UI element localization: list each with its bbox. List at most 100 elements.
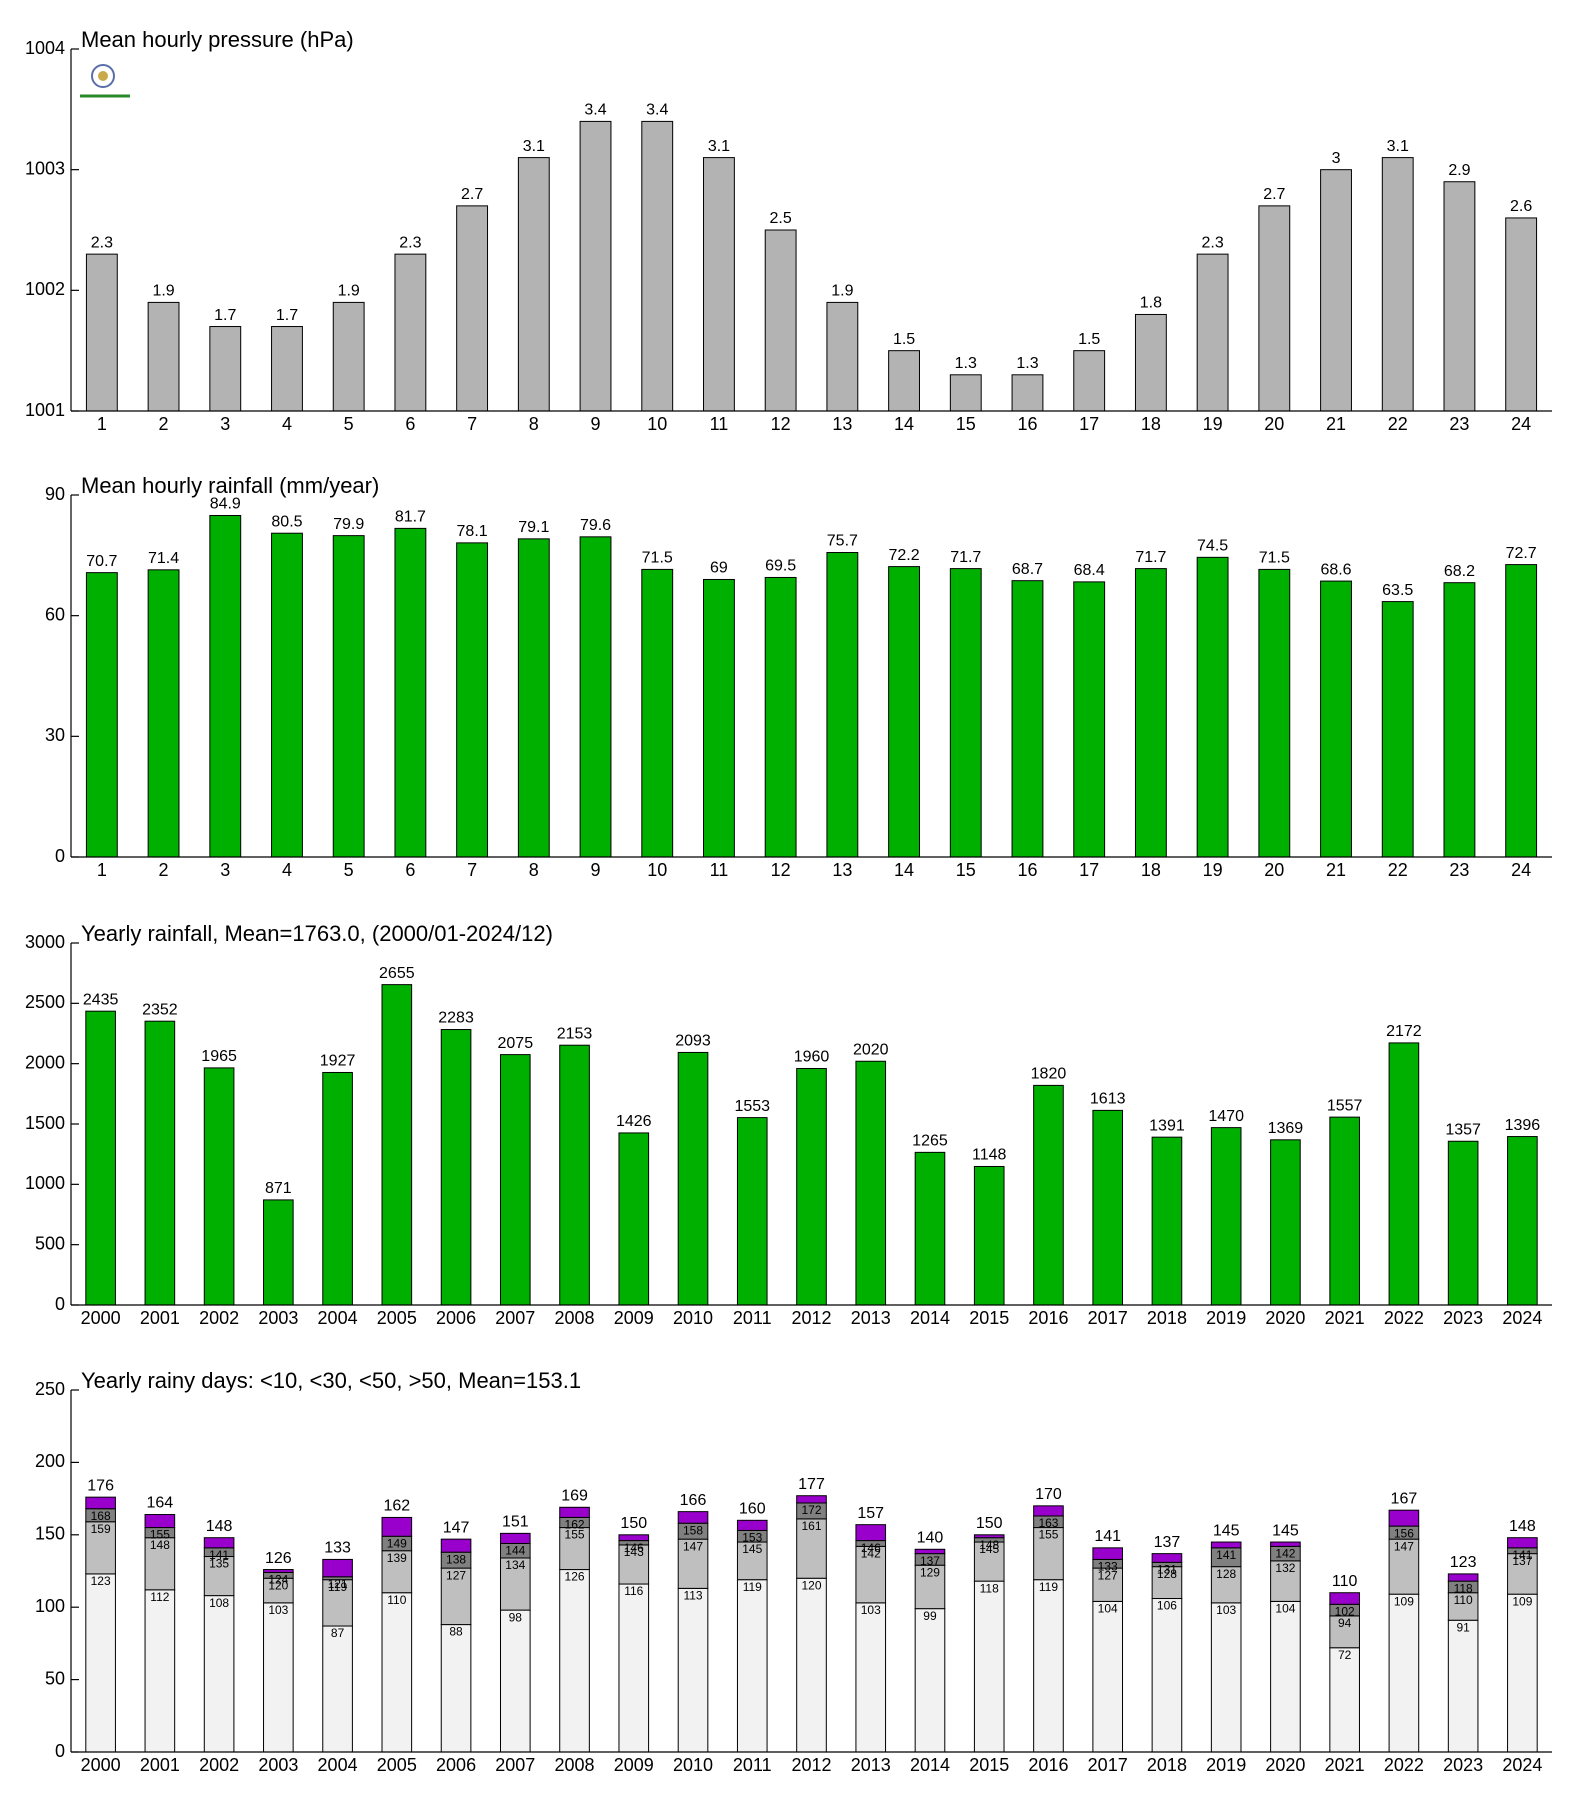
x-tick-label: 2021 <box>1325 1308 1365 1328</box>
x-tick-label: 2000 <box>81 1308 121 1328</box>
segment-label: 99 <box>923 1609 937 1623</box>
data-label: 79.9 <box>333 516 364 533</box>
y-tick-label: 2500 <box>25 992 65 1012</box>
data-label: 71.7 <box>1135 549 1166 566</box>
data-label: 1.7 <box>214 307 236 324</box>
x-tick-label: 23 <box>1449 860 1469 880</box>
bar <box>456 205 489 412</box>
data-label: 3.1 <box>523 138 545 155</box>
bar-segment <box>914 1608 946 1753</box>
x-tick-label: 8 <box>529 414 539 434</box>
segment-label: 118 <box>980 1581 999 1595</box>
x-tick-label: 2022 <box>1384 1308 1424 1328</box>
data-label: 3.4 <box>646 102 668 119</box>
bar-segment <box>1507 1537 1538 1549</box>
bar-segment <box>1447 1573 1479 1582</box>
bar <box>147 569 180 858</box>
y-tick-label: 1001 <box>25 400 65 420</box>
data-label: 167 <box>1391 1490 1418 1507</box>
bar-segment <box>736 1541 768 1581</box>
x-tick-label: 22 <box>1388 414 1408 434</box>
bar-segment <box>322 1625 353 1753</box>
bar <box>796 1067 827 1306</box>
bar-segment <box>1329 1592 1360 1605</box>
y-tick-label: 200 <box>35 1451 65 1471</box>
x-tick-label: 10 <box>647 414 667 434</box>
bar <box>263 1199 294 1306</box>
segment-label: 141 <box>209 1548 229 1562</box>
segment-label: 155 <box>565 1528 585 1542</box>
segment-label: 103 <box>861 1603 881 1617</box>
x-tick-label: 11 <box>710 414 729 434</box>
bar-segment <box>85 1496 116 1510</box>
segment-label: 128 <box>1157 1567 1177 1581</box>
bar-segment <box>1329 1647 1360 1753</box>
bar <box>1073 581 1106 858</box>
x-tick-label: 16 <box>1017 414 1037 434</box>
bar <box>1381 157 1414 412</box>
x-tick-label: 16 <box>1017 860 1037 880</box>
y-tick-label: 2000 <box>25 1052 65 1072</box>
segment-label: 112 <box>150 1590 169 1604</box>
y-tick-label: 1004 <box>25 38 65 58</box>
x-tick-label: 13 <box>832 414 852 434</box>
segment-label: 142 <box>861 1547 881 1561</box>
bar-segment <box>263 1602 294 1753</box>
segment-label: 116 <box>624 1584 643 1598</box>
bar <box>677 1051 709 1306</box>
segment-label: 149 <box>387 1536 407 1550</box>
x-tick-label: 2019 <box>1206 1308 1246 1328</box>
bar <box>381 984 413 1306</box>
bar-segment <box>1329 1615 1360 1649</box>
data-label: 157 <box>857 1505 884 1522</box>
y-tick-label: 1002 <box>25 279 65 299</box>
bar-segment <box>499 1532 531 1544</box>
bar-segment <box>440 1567 472 1626</box>
x-tick-label: 2022 <box>1384 1755 1424 1775</box>
x-tick-label: 18 <box>1141 860 1161 880</box>
segment-label: 143 <box>624 1545 644 1559</box>
bar <box>949 374 982 412</box>
data-label: 2093 <box>675 1033 711 1050</box>
segment-label: 155 <box>150 1528 170 1542</box>
segment-label: 87 <box>331 1626 345 1640</box>
data-label: 81.7 <box>395 509 426 526</box>
x-tick-label: 2018 <box>1147 1308 1187 1328</box>
data-label: 79.6 <box>580 517 611 534</box>
x-tick-label: 2005 <box>377 1308 417 1328</box>
data-label: 137 <box>1154 1534 1181 1551</box>
segment-label: 109 <box>1394 1594 1414 1608</box>
bar <box>271 532 303 858</box>
x-tick-label: 24 <box>1511 860 1531 880</box>
bar-segment <box>1151 1553 1183 1563</box>
data-label: 71.5 <box>1259 550 1290 567</box>
segment-label: 162 <box>565 1518 585 1532</box>
data-label: 170 <box>1035 1486 1062 1503</box>
x-tick-label: 14 <box>894 860 914 880</box>
segment-label: 119 <box>1039 1580 1058 1594</box>
segment-label: 127 <box>446 1568 466 1582</box>
logo-center <box>98 71 108 81</box>
x-tick-label: 2011 <box>733 1755 772 1775</box>
bar <box>1258 568 1291 858</box>
bar <box>1270 1139 1301 1306</box>
bar-segment <box>499 1609 531 1753</box>
segment-label: 172 <box>801 1503 821 1517</box>
x-tick-label: 6 <box>405 414 415 434</box>
bar <box>855 1060 887 1306</box>
data-label: 141 <box>1094 1528 1121 1545</box>
data-label: 72.7 <box>1506 545 1537 562</box>
x-tick-label: 2002 <box>199 1755 239 1775</box>
bar <box>888 566 920 858</box>
bar <box>1011 374 1044 412</box>
data-label: 2075 <box>498 1035 534 1052</box>
bar <box>1505 217 1538 412</box>
bar-segment <box>1033 1527 1064 1581</box>
bar <box>1329 1116 1360 1306</box>
segment-label: 139 <box>387 1551 407 1565</box>
bar <box>764 229 797 412</box>
y-tick-label: 250 <box>35 1379 65 1399</box>
segment-label: 142 <box>1275 1547 1295 1561</box>
bar <box>332 301 365 412</box>
segment-label: 137 <box>920 1554 940 1568</box>
